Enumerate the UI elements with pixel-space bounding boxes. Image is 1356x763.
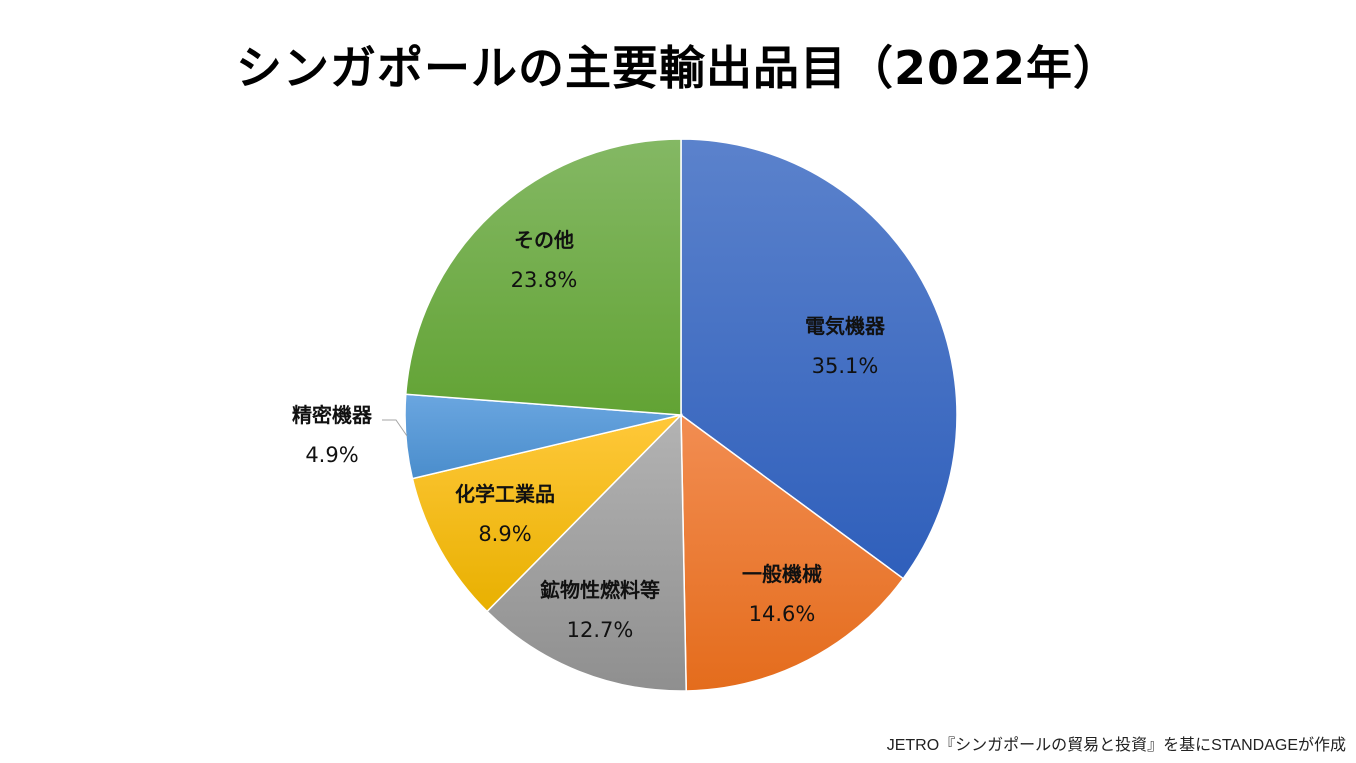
leader-line	[382, 419, 408, 437]
label-machinery: 一般機械 14.6%	[742, 562, 822, 626]
chart-title: シンガポールの主要輸出品目（2022年）	[235, 41, 1121, 95]
pie-slice	[411, 413, 684, 613]
pie-slice	[680, 413, 905, 692]
pie-slice	[486, 413, 687, 692]
pie-slice	[680, 138, 958, 580]
label-other: その他 23.8%	[510, 228, 578, 292]
source-note: JETRO『シンガポールの貿易と投資』を基にSTANDAGEが作成	[886, 737, 1346, 754]
label-chemicals: 化学工業品 8.9%	[455, 482, 555, 546]
label-electrical: 電気機器 35.1%	[805, 314, 885, 378]
label-precision: 精密機器 4.9%	[292, 403, 372, 467]
label-mineral-fuels: 鉱物性燃料等 12.7%	[540, 578, 660, 642]
pie-slice	[404, 138, 682, 416]
